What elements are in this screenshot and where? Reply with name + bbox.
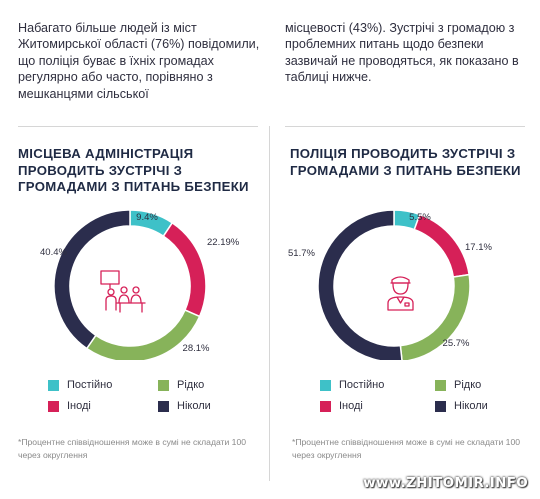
chart-title-police: ПОЛІЦІЯ ПРОВОДИТЬ ЗУСТРІЧІ З ГРОМАДАМИ З… bbox=[290, 146, 521, 178]
chart-title-admin: МІСЦЕВА АДМІНІСТРАЦІЯ ПРОВОДИТЬ ЗУСТРІЧІ… bbox=[18, 146, 249, 195]
legend-swatch-sometimes bbox=[48, 400, 59, 412]
legend-item-sometimes: Іноді bbox=[48, 399, 91, 413]
legend-item-never: Ніколи bbox=[435, 399, 488, 413]
slice-sometimes bbox=[413, 213, 470, 278]
column-divider bbox=[269, 126, 270, 481]
legend-swatch-rarely bbox=[435, 379, 446, 391]
legend-label-never: Ніколи bbox=[454, 400, 488, 412]
data-label-sometimes: 17.1% bbox=[465, 242, 492, 253]
legend-item-sometimes: Іноді bbox=[320, 399, 363, 413]
legend-swatch-never bbox=[158, 400, 169, 412]
slice-sometimes bbox=[162, 221, 207, 318]
slice-never bbox=[53, 209, 131, 350]
slice-never bbox=[317, 209, 403, 360]
divider-right bbox=[285, 126, 525, 127]
legend-label-constant: Постійно bbox=[67, 379, 113, 391]
footnote-police: *Процентне співвідношення може в сумі не… bbox=[292, 437, 521, 460]
donut-chart-admin: 9.4% 22.19% 28.1% 40.4% bbox=[40, 209, 240, 360]
legend-label-constant: Постійно bbox=[339, 379, 385, 391]
legend-label-rarely: Рідко bbox=[177, 379, 205, 391]
legend-item-rarely: Рідко bbox=[158, 378, 204, 392]
legend-swatch-never bbox=[435, 400, 446, 412]
intro-text-right: місцевості (43%). Зустрічі з громадою з … bbox=[285, 21, 519, 85]
legend-label-rarely: Рідко bbox=[454, 379, 482, 391]
donut-chart-police: 5.5% 17.1% 25.7% 51.7% bbox=[288, 209, 492, 360]
divider-left bbox=[18, 126, 258, 127]
legend-item-constant: Постійно bbox=[320, 378, 384, 392]
legend-swatch-constant bbox=[320, 379, 331, 391]
data-label-constant: 9.4% bbox=[136, 212, 158, 223]
meeting-icon bbox=[100, 270, 146, 313]
legend-item-rarely: Рідко bbox=[435, 378, 481, 392]
data-label-sometimes: 22.19% bbox=[207, 237, 240, 248]
data-label-constant: 5.5% bbox=[409, 212, 431, 223]
data-label-rarely: 28.1% bbox=[183, 343, 210, 354]
legend-swatch-rarely bbox=[158, 379, 169, 391]
police-officer-icon bbox=[387, 276, 414, 311]
legend-label-sometimes: Іноді bbox=[67, 400, 91, 412]
legend-item-constant: Постійно bbox=[48, 378, 112, 392]
intro-text-left: Набагато більше людей із міст Житомирськ… bbox=[18, 21, 260, 101]
legend-swatch-sometimes bbox=[320, 400, 331, 412]
footnote-admin: *Процентне співвідношення може в сумі не… bbox=[18, 437, 247, 460]
data-label-never: 40.4% bbox=[40, 247, 67, 258]
legend-item-never: Ніколи bbox=[158, 399, 211, 413]
legend-label-never: Ніколи bbox=[177, 400, 211, 412]
data-label-rarely: 25.7% bbox=[443, 338, 470, 349]
legend-label-sometimes: Іноді bbox=[339, 400, 363, 412]
data-label-never: 51.7% bbox=[288, 248, 315, 259]
legend-swatch-constant bbox=[48, 379, 59, 391]
watermark: www.ZHITOMIR.INFO bbox=[363, 475, 528, 491]
